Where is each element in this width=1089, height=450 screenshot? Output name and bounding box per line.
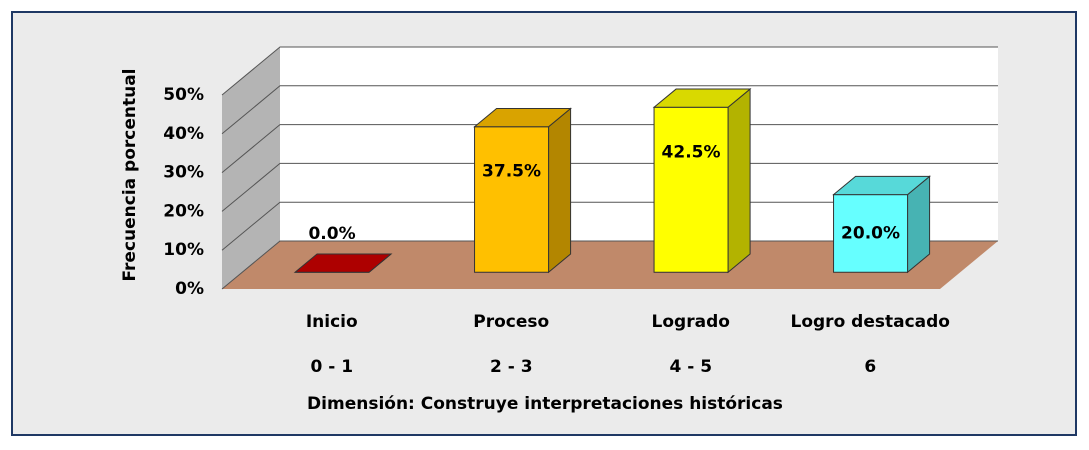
x-tick-sublabel: 6 bbox=[864, 357, 876, 377]
bar-top bbox=[832, 175, 931, 196]
y-tick-label: 20% bbox=[163, 201, 204, 221]
bar-side bbox=[727, 87, 751, 274]
x-tick-sublabel: 4 - 5 bbox=[669, 357, 712, 377]
value-label: 0.0% bbox=[308, 224, 355, 244]
x-tick-label: Proceso bbox=[473, 312, 549, 332]
bar-top bbox=[652, 88, 752, 108]
y-axis-title: Frecuencia porcentual bbox=[120, 68, 140, 281]
x-tick-label: Logrado bbox=[652, 312, 730, 332]
y-tick-label: 40% bbox=[163, 124, 204, 144]
y-tick-label: 30% bbox=[163, 163, 204, 183]
grid-line bbox=[221, 240, 998, 290]
bar-front bbox=[653, 106, 729, 273]
y-tick-label: 10% bbox=[163, 240, 204, 260]
value-label: 42.5% bbox=[662, 142, 721, 162]
side-wall bbox=[222, 47, 280, 289]
y-tick-label: 50% bbox=[163, 85, 204, 105]
back-wall bbox=[280, 47, 998, 241]
x-tick-sublabel: 2 - 3 bbox=[490, 357, 533, 377]
x-tick-label: Logro destacado bbox=[791, 312, 950, 332]
x-axis-title: Dimensión: Construye interpretaciones hi… bbox=[307, 394, 783, 414]
bar-top bbox=[473, 107, 572, 128]
grid-line bbox=[221, 85, 998, 135]
y-tick-label: 0% bbox=[175, 279, 204, 299]
grid-line bbox=[221, 162, 998, 212]
value-label: 37.5% bbox=[482, 162, 541, 182]
bar-side bbox=[548, 107, 572, 274]
grid-line bbox=[221, 201, 998, 251]
value-label: 20.0% bbox=[841, 223, 900, 243]
grid-line bbox=[221, 46, 998, 96]
bar-front bbox=[474, 126, 550, 273]
x-tick-label: Inicio bbox=[306, 312, 358, 332]
floor bbox=[222, 241, 998, 289]
x-tick-sublabel: 0 - 1 bbox=[310, 357, 353, 377]
grid-line bbox=[221, 124, 998, 173]
bar-top bbox=[293, 253, 393, 273]
